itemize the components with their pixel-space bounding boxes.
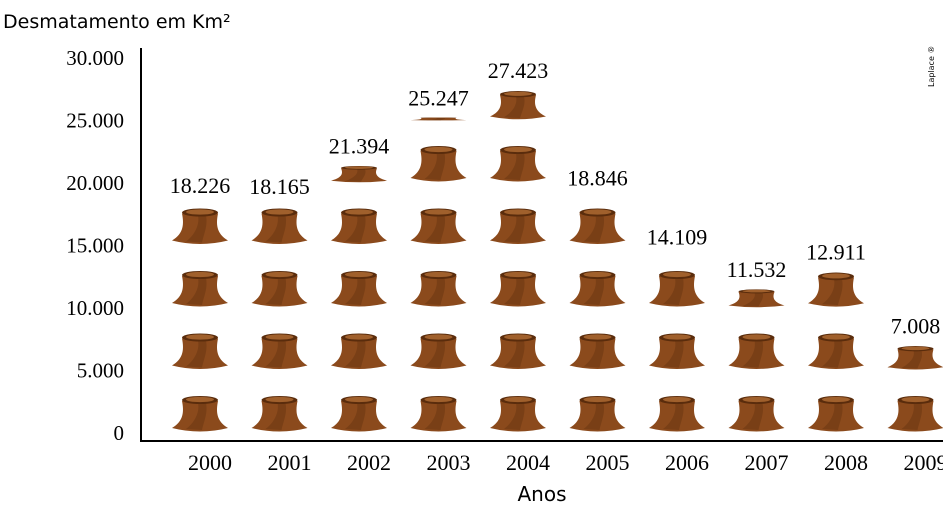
bar-2003	[410, 117, 467, 432]
data-label: 21.394	[329, 134, 390, 159]
y-tick-label: 15.000	[66, 234, 124, 258]
tree-stump-icon	[172, 333, 228, 369]
tree-stump-icon	[490, 146, 546, 182]
tree-stump-icon	[331, 208, 387, 244]
y-tick-label: 0	[114, 421, 125, 445]
x-axis-title: Anos	[517, 482, 566, 506]
tree-stump-icon	[410, 333, 467, 369]
x-tick-labels: 2000 2001 2002 2003 2004 2005 2006 2007 2008 2009	[188, 450, 943, 475]
bar-2001	[251, 208, 308, 432]
data-label: 12.911	[806, 240, 866, 265]
bar-2008	[808, 272, 864, 432]
tree-stump-icon	[490, 271, 546, 307]
y-tick-label: 25.000	[66, 109, 124, 133]
bar-2005	[569, 208, 626, 432]
y-tick-labels: 0 5.000 10.000 15.000 20.000 25.000 30.000	[66, 46, 124, 445]
tree-stump-icon	[251, 271, 308, 307]
tree-stump-icon	[490, 396, 546, 432]
tree-stump-icon	[649, 333, 705, 369]
tree-stump-icon	[410, 117, 467, 121]
x-tick-label: 2000	[188, 450, 232, 475]
x-tick-label: 2001	[268, 450, 312, 475]
x-tick-label: 2002	[347, 450, 391, 475]
y-tick-label: 5.000	[77, 359, 124, 383]
tree-stump-icon	[808, 396, 864, 432]
data-label: 18.165	[249, 174, 310, 199]
bar-2004	[490, 91, 546, 432]
tree-stump-icon	[410, 146, 467, 182]
x-tick-label: 2004	[506, 450, 550, 475]
bar-2006	[649, 271, 705, 432]
tree-stump-icon	[410, 208, 467, 244]
tree-stump-icon	[331, 333, 387, 369]
tree-stump-icon	[569, 333, 626, 369]
y-tick-label: 20.000	[66, 171, 124, 195]
x-tick-label: 2007	[745, 450, 789, 475]
x-tick-label: 2009	[904, 450, 943, 475]
tree-stump-icon	[331, 271, 387, 307]
bar-2007	[728, 289, 785, 432]
tree-stump-icon	[410, 396, 467, 432]
x-tick-label: 2008	[824, 450, 868, 475]
tree-stump-icon	[887, 346, 943, 370]
tree-stump-icon	[172, 271, 228, 307]
tree-stump-icon	[490, 91, 546, 120]
tree-stump-icon	[172, 208, 228, 244]
x-tick-label: 2006	[665, 450, 709, 475]
tree-stump-icon	[728, 289, 785, 308]
data-label: 18.226	[170, 173, 231, 198]
tree-stump-icon	[887, 396, 943, 432]
tree-stump-icon	[490, 333, 546, 369]
data-label: 14.109	[647, 225, 708, 250]
tree-stump-icon	[808, 333, 864, 369]
y-tick-label: 10.000	[66, 296, 124, 320]
tree-stump-icon	[331, 166, 387, 183]
bar-2002	[331, 166, 387, 432]
x-tick-label: 2005	[586, 450, 630, 475]
x-tick-label: 2003	[427, 450, 471, 475]
credit-label: Laplace ®	[927, 46, 936, 87]
data-label: 27.423	[488, 58, 549, 83]
tree-stump-icon	[569, 271, 626, 307]
y-axis-title: Desmatamento em Km²	[3, 11, 231, 33]
tree-stump-icon	[569, 208, 626, 244]
tree-stump-icon	[728, 396, 785, 432]
tree-stump-icon	[728, 333, 785, 369]
y-tick-label: 30.000	[66, 46, 124, 70]
tree-stump-icon	[649, 271, 705, 307]
tree-stump-icon	[172, 396, 228, 432]
bar-2009	[887, 346, 943, 432]
data-label: 11.532	[727, 257, 787, 282]
tree-stump-icon	[808, 272, 864, 307]
data-label: 25.247	[408, 85, 469, 110]
tree-stump-icon	[649, 396, 705, 432]
tree-stump-icon	[410, 271, 467, 307]
tree-stump-icon	[569, 396, 626, 432]
data-label: 7.008	[891, 313, 941, 338]
bar-2000	[172, 208, 228, 432]
tree-stump-icon	[331, 396, 387, 432]
data-labels: 18.226 18.165 21.394 25.247 27.423 18.846 14.1…	[170, 58, 941, 338]
tree-stump-icon	[251, 396, 308, 432]
data-label: 18.846	[567, 165, 628, 190]
tree-stump-icon	[251, 208, 308, 244]
tree-stump-icon	[490, 208, 546, 244]
tree-stump-icon	[251, 333, 308, 369]
